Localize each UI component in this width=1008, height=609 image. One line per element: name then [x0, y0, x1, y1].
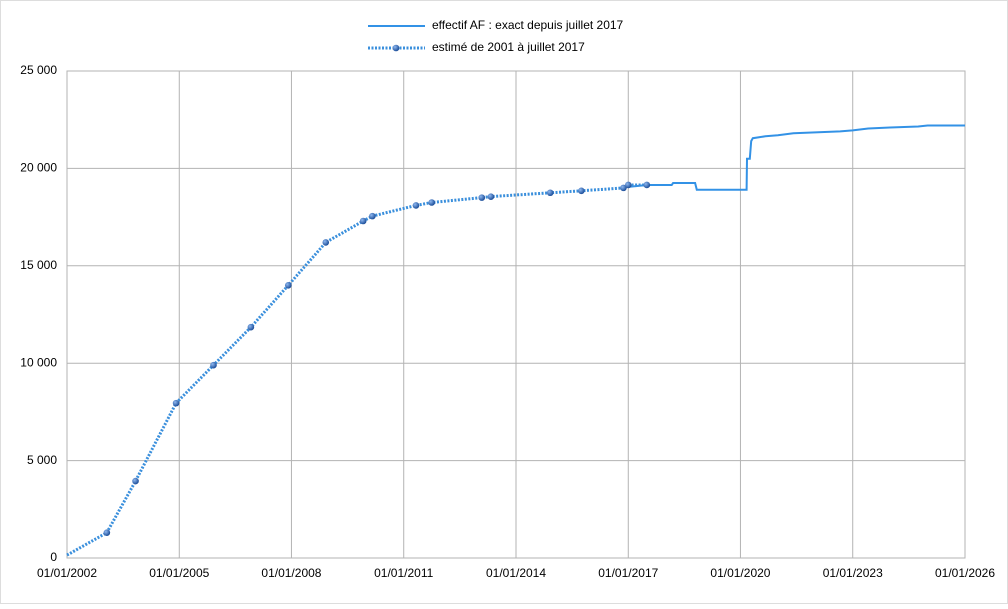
- data-point: [578, 187, 585, 195]
- data-point: [284, 281, 292, 289]
- series-line: [628, 124, 965, 191]
- data-point: [487, 193, 495, 200]
- x-tick-label: 01/01/2014: [486, 566, 546, 580]
- legend-marker: [392, 44, 400, 52]
- legend-label: estimé de 2001 à juillet 2017: [432, 40, 585, 54]
- x-tick-label: 01/01/2002: [37, 566, 97, 580]
- data-point: [132, 477, 139, 485]
- y-tick-label: 0: [50, 550, 57, 564]
- y-tick-label: 25 000: [20, 63, 57, 77]
- data-point: [247, 323, 255, 331]
- y-tick-label: 5 000: [27, 453, 57, 467]
- data-point: [546, 189, 554, 197]
- x-tick-label: 01/01/2017: [598, 566, 658, 580]
- x-tick-label: 01/01/2023: [823, 566, 883, 580]
- x-tick-label: 01/01/2011: [374, 566, 433, 580]
- data-point: [412, 202, 420, 209]
- data-point: [322, 239, 330, 246]
- y-tick-label: 10 000: [20, 355, 57, 369]
- data-point: [478, 194, 486, 201]
- x-tick-label: 01/01/2020: [710, 566, 770, 580]
- legend-label: effectif AF : exact depuis juillet 2017: [432, 18, 624, 32]
- y-tick-label: 20 000: [20, 161, 57, 175]
- x-tick-label: 01/01/2008: [261, 566, 321, 580]
- x-tick-label: 01/01/2005: [149, 566, 209, 580]
- data-point: [172, 399, 180, 407]
- data-point: [428, 199, 435, 206]
- data-point: [369, 212, 376, 220]
- y-tick-label: 15 000: [20, 258, 57, 272]
- data-point: [103, 529, 111, 536]
- data-point: [210, 361, 217, 369]
- data-point: [624, 181, 632, 189]
- x-tick-label: 01/01/2026: [935, 566, 995, 580]
- data-point: [620, 184, 627, 192]
- data-point: [359, 217, 367, 225]
- data-point: [643, 181, 651, 189]
